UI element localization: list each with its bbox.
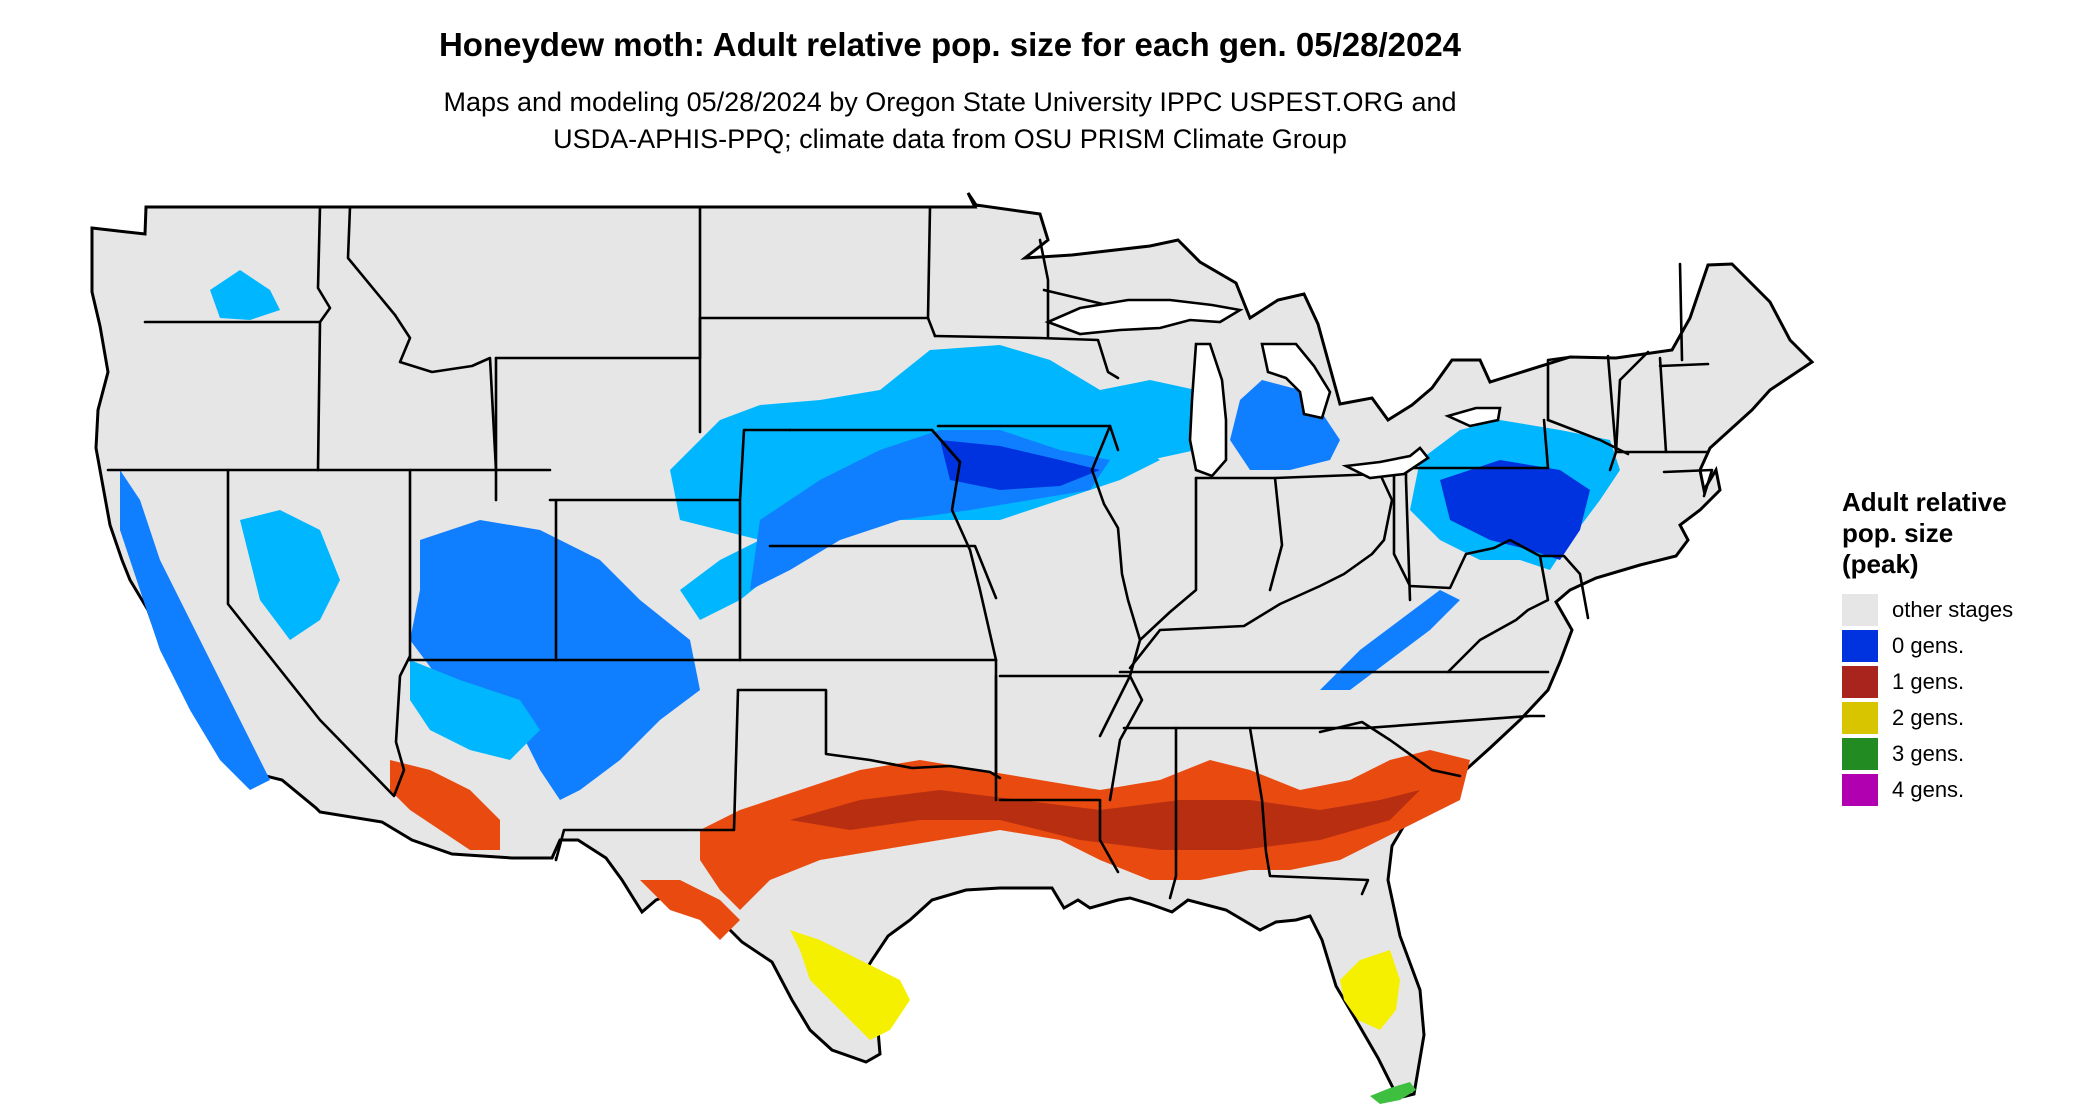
- legend-item: 1 gens.: [1842, 664, 2013, 700]
- lake-ontario: [1444, 406, 1502, 428]
- legend-item: 4 gens.: [1842, 772, 2013, 808]
- subtitle-line-1: Maps and modeling 05/28/2024 by Oregon S…: [443, 87, 1457, 117]
- legend-label: 3 gens.: [1892, 741, 1965, 766]
- great-lakes: [1044, 298, 1502, 480]
- zone-gen0-california: [120, 470, 270, 790]
- land-layer: [90, 192, 1815, 1100]
- legend-item: 3 gens.: [1842, 736, 2013, 772]
- lake-michigan: [1188, 342, 1228, 478]
- zone-gen0-arizona: [410, 660, 540, 760]
- legend-swatch: [1842, 738, 1878, 770]
- zone-gen0-northeast-dark: [1440, 460, 1590, 560]
- generation-zones: [120, 270, 1620, 1104]
- lake-superior: [1044, 298, 1244, 336]
- zone-gen0-appalachian: [1320, 590, 1460, 690]
- legend-items: other stages 0 gens. 1 gens. 2 gens. 3 gens.…: [1842, 592, 2013, 808]
- map-title: Honeydew moth: Adult relative pop. size …: [438, 26, 1462, 63]
- zone-gen0-idaho: [210, 270, 280, 320]
- legend-label: 0 gens.: [1892, 633, 1965, 658]
- legend-item: other stages: [1842, 592, 2013, 628]
- zone-gen0-nevada: [240, 510, 340, 640]
- legend-title-line-2: pop. size: [1842, 518, 1954, 548]
- us-landmass: [90, 192, 1815, 1100]
- legend-swatch: [1842, 702, 1878, 734]
- zone-gen2-florida: [1340, 950, 1400, 1030]
- legend-item: 2 gens.: [1842, 700, 2013, 736]
- zone-gen3-keys: [1370, 1082, 1416, 1104]
- zone-gen0-iowa: [940, 440, 1100, 490]
- lake-huron: [1260, 342, 1332, 420]
- legend-title: Adult relative pop. size (peak): [1842, 487, 2013, 580]
- lake-erie: [1341, 446, 1430, 480]
- legend-swatch: [1842, 630, 1878, 662]
- map-legend: Adult relative pop. size (peak) other st…: [1842, 487, 2013, 808]
- subtitle-line-2: USDA-APHIS-PPQ; climate data from OSU PR…: [553, 124, 1347, 154]
- state-borders: [106, 205, 1714, 900]
- legend-item: 0 gens.: [1842, 628, 2013, 664]
- legend-title-line-1: Adult relative: [1842, 487, 2007, 517]
- zone-gen2-texas: [790, 930, 910, 1040]
- legend-label: 2 gens.: [1892, 705, 1965, 730]
- legend-title-line-3: (peak): [1842, 549, 1919, 579]
- zone-gen1-texas-west: [640, 880, 740, 940]
- legend-swatch: [1842, 666, 1878, 698]
- map-subtitle: Maps and modeling 05/28/2024 by Oregon S…: [0, 84, 1900, 158]
- zone-gen1-arizona: [390, 760, 500, 850]
- legend-label: 1 gens.: [1892, 669, 1965, 694]
- legend-label: other stages: [1892, 597, 2014, 622]
- zone-gen0-wisconsin: [1100, 380, 1196, 460]
- legend-swatch: [1842, 594, 1878, 626]
- legend-label: 4 gens.: [1892, 777, 1965, 802]
- legend-swatch: [1842, 774, 1878, 806]
